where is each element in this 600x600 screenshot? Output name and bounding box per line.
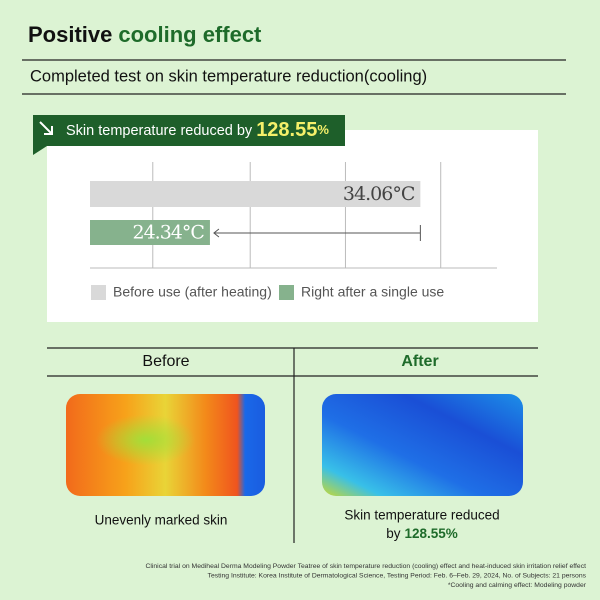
banner-text: Skin temperature reduced by 128.55% [66,119,329,141]
legend-label: Right after a single use [301,284,444,300]
banner [33,115,345,155]
before-caption: Unevenly marked skin [95,513,228,528]
after-caption-2: by 128.55% [386,526,458,541]
thermal-image-after [322,394,523,496]
reduction-arrowhead [213,228,220,238]
title-a: Positive [28,22,112,47]
after-highlight: 128.55% [404,526,457,541]
after-caption: Skin temperature reduced [344,508,499,523]
thermal-image-overlay [66,394,265,496]
title-b: cooling effect [118,22,262,47]
value-label: 34.06°C [343,183,415,205]
banner-unit: % [317,122,329,137]
bar-chart: 34.06°C Before use (after heating) 24.34°C… [90,162,497,300]
value-label: 24.34°C [132,222,204,244]
bar [90,220,210,245]
before-heading: Before [142,353,189,370]
banner-value: 128.55 [256,119,317,141]
after-heading: After [401,353,438,370]
footnotes: Clinical trial on Mediheal Derma Modelin… [145,563,586,589]
legend-label: Before use (after heating) [113,284,272,300]
arrow-icon [39,121,53,135]
subtitle: Completed test on skin temperature reduc… [30,67,427,85]
legend-swatch [279,285,294,300]
legend-swatch [91,285,106,300]
after-by: by [386,526,401,541]
title: Positive cooling effect [28,22,262,47]
footnote: Clinical trial on Mediheal Derma Modelin… [145,563,586,570]
footnote: *Cooling and calming effect: Modeling po… [448,582,587,589]
bar [90,181,421,207]
footnote: Testing Institute: Korea Institute of De… [208,572,587,579]
banner-label: Skin temperature reduced by [66,123,253,139]
